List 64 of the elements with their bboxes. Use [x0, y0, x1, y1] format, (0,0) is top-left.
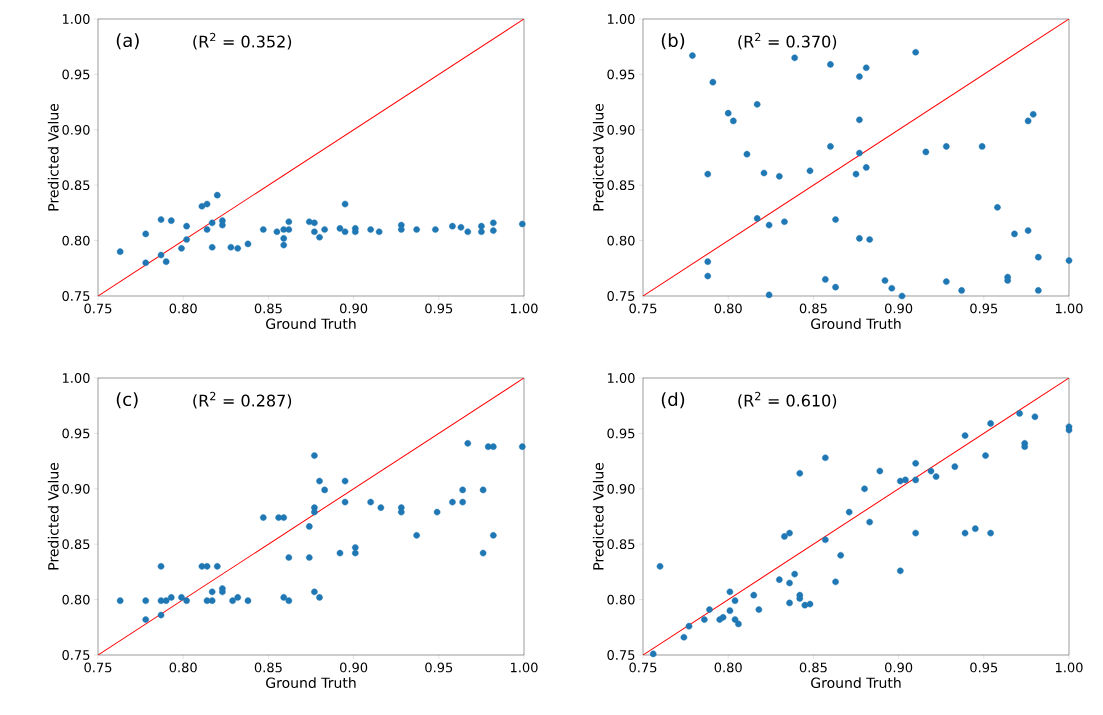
- annotation: (b): [661, 33, 685, 50]
- annotation: (c): [116, 392, 138, 409]
- x-tick-label: 0.90: [339, 303, 368, 314]
- y-tick-label: 0.95: [607, 69, 635, 80]
- y-tick-label: 0.85: [607, 180, 635, 191]
- y-tick-label: 0.80: [62, 594, 90, 605]
- y-tick-label: 0.95: [607, 428, 635, 439]
- x-tick-label: 0.80: [169, 662, 197, 673]
- y-axis-title: Predicted Value: [47, 462, 59, 570]
- annotation: (d): [661, 392, 685, 409]
- y-tick-label: 0.90: [607, 483, 635, 494]
- annotation: (R$^{2}$ = 0.352): [193, 32, 292, 50]
- y-axis-title: Predicted Value: [592, 462, 604, 570]
- x-tick-label: 0.85: [799, 303, 827, 314]
- y-tick-label: 0.80: [607, 594, 635, 605]
- y-tick-label: 1.00: [62, 373, 90, 383]
- x-tick-label: 0.75: [629, 662, 657, 673]
- annotation: (R$^{2}$ = 0.287): [193, 391, 292, 409]
- x-tick-label: 0.75: [629, 303, 657, 314]
- x-tick-label: 1.00: [1055, 303, 1083, 314]
- x-tick-label: 0.95: [425, 303, 453, 314]
- x-tick-label: 0.80: [169, 303, 197, 314]
- x-tick-label: 0.75: [84, 303, 112, 314]
- y-tick-label: 0.75: [607, 291, 635, 301]
- y-axis-title: Predicted Value: [47, 103, 59, 211]
- y-tick-label: 0.85: [62, 539, 90, 550]
- x-tick-label: 1.00: [1055, 662, 1083, 673]
- y-tick-label: 0.75: [62, 650, 90, 660]
- y-tick-label: 1.00: [607, 14, 635, 24]
- y-tick-label: 0.95: [62, 428, 90, 439]
- annotation: (R$^{2}$ = 0.610): [738, 391, 837, 409]
- x-tick-label: 1.00: [510, 303, 538, 314]
- y-tick-label: 1.00: [62, 14, 90, 24]
- x-tick-label: 1.00: [510, 662, 538, 673]
- x-tick-label: 0.85: [254, 662, 282, 673]
- x-tick-label: 0.85: [254, 303, 282, 314]
- y-tick-label: 0.80: [62, 235, 90, 246]
- x-axis-title: Ground Truth: [811, 677, 901, 689]
- y-tick-label: 0.90: [607, 124, 635, 135]
- x-tick-label: 0.90: [885, 662, 913, 673]
- x-tick-label: 0.85: [799, 662, 827, 673]
- annotation: (R$^{2}$ = 0.370): [738, 32, 837, 50]
- y-tick-label: 0.75: [62, 291, 90, 301]
- x-axis-title: Ground Truth: [811, 318, 901, 330]
- y-tick-label: 0.95: [62, 69, 90, 80]
- x-tick-label: 0.95: [970, 662, 998, 673]
- y-tick-label: 0.90: [62, 483, 90, 494]
- x-tick-label: 0.90: [339, 662, 368, 673]
- x-axis-title: Ground Truth: [266, 318, 356, 330]
- x-tick-label: 0.80: [714, 662, 742, 673]
- x-tick-label: 0.95: [970, 303, 998, 314]
- x-tick-label: 0.80: [714, 303, 742, 314]
- annotation: (a): [116, 33, 139, 50]
- y-tick-label: 0.90: [62, 124, 90, 135]
- x-axis-title: Ground Truth: [266, 677, 356, 689]
- y-tick-label: 0.75: [607, 650, 635, 660]
- x-tick-label: 0.90: [885, 303, 913, 314]
- y-tick-label: 1.00: [607, 373, 635, 383]
- y-tick-label: 0.85: [607, 539, 635, 550]
- x-tick-label: 0.75: [84, 662, 112, 673]
- x-tick-label: 0.95: [425, 662, 453, 673]
- y-tick-label: 0.80: [607, 235, 635, 246]
- y-axis-title: Predicted Value: [592, 103, 604, 211]
- y-tick-label: 0.85: [62, 180, 90, 191]
